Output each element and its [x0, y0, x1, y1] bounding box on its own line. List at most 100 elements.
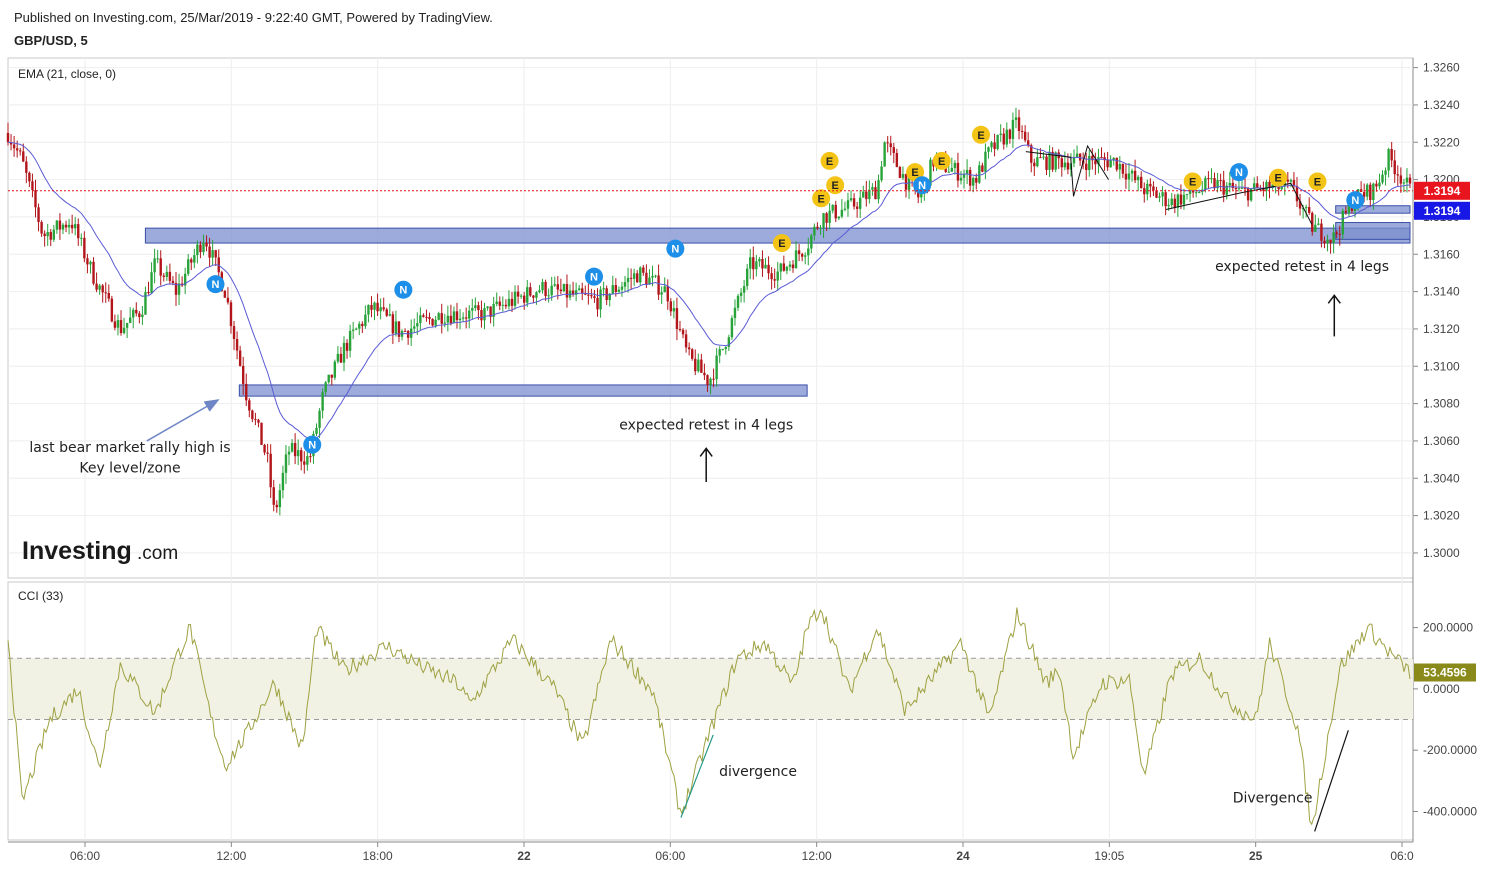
candle-body: [34, 190, 37, 208]
candle-body: [107, 292, 110, 299]
candle-body: [709, 378, 712, 385]
candle-body: [651, 275, 654, 278]
n-signal-badge: [666, 239, 685, 258]
candle-body: [1124, 173, 1128, 180]
candle-body: [80, 237, 83, 239]
candle-body: [1072, 157, 1076, 164]
candle-body: [486, 306, 489, 309]
candle-body: [681, 329, 685, 335]
cci-annotation: divergence: [719, 764, 797, 780]
candle-body: [141, 314, 144, 318]
candle-body: [1314, 224, 1317, 232]
candle-body: [1005, 129, 1009, 145]
price-tick-label: 1.3040: [1423, 471, 1460, 485]
price-annotation: Key level/zone: [79, 461, 180, 477]
candle-body: [590, 295, 593, 297]
candle-body: [987, 147, 990, 152]
candle-body: [1017, 117, 1021, 131]
candle-body: [1078, 153, 1082, 161]
candle-body: [306, 456, 309, 465]
candle-body: [1097, 157, 1100, 165]
candle-body: [1347, 202, 1351, 213]
candle-body: [1094, 160, 1097, 165]
candle-body: [348, 330, 352, 351]
candle-body: [416, 323, 419, 327]
candle-body: [49, 232, 52, 240]
badge-label: N: [590, 272, 598, 284]
price-tick-label: 1.3240: [1423, 98, 1460, 112]
candle-body: [269, 453, 272, 488]
candle-body: [965, 169, 969, 175]
candle-body: [464, 317, 468, 319]
investing-logo: Investing .com: [22, 537, 178, 565]
candle-body: [1243, 187, 1247, 189]
time-tick-label: 18:00: [363, 849, 393, 863]
candle-body: [1396, 174, 1399, 176]
candle-body: [1384, 170, 1387, 175]
badge-label: N: [1235, 167, 1243, 179]
retest-arrow-head: [1327, 294, 1341, 304]
candle-body: [1179, 194, 1183, 205]
candle-body: [513, 291, 517, 306]
candle-body: [1115, 157, 1118, 170]
price-tick-label: 1.3160: [1423, 247, 1460, 261]
price-tag-label: 1.3194: [1424, 204, 1461, 218]
candle-body: [721, 348, 724, 350]
candle-body: [1304, 207, 1308, 209]
candle-body: [468, 310, 471, 319]
candle-body: [1234, 187, 1238, 190]
candle-body: [544, 281, 547, 297]
candle-body: [855, 206, 859, 209]
candle-body: [1265, 181, 1268, 191]
candle-body: [1167, 205, 1170, 207]
candle-body: [1127, 173, 1131, 180]
candle-body: [532, 295, 535, 298]
candle-body: [477, 305, 480, 311]
ema-indicator-label: EMA (21, close, 0): [18, 67, 116, 81]
trendline-drawings: [146, 144, 1349, 832]
price-tick-label: 1.3260: [1423, 61, 1460, 75]
candle-body: [162, 275, 165, 277]
candle-body: [474, 305, 477, 309]
time-tick-label: 25: [1249, 849, 1263, 863]
candle-body: [1387, 149, 1390, 171]
candle-body: [828, 210, 831, 223]
candle-body: [257, 419, 260, 423]
candle-body: [1088, 155, 1091, 171]
candle-body: [1014, 117, 1018, 120]
candle-body: [1280, 186, 1283, 190]
candle-body: [1051, 151, 1054, 170]
candle-body: [58, 220, 62, 230]
candle-body: [749, 257, 752, 269]
time-tick-label: 06:0: [1390, 849, 1414, 863]
candle-body: [538, 290, 541, 293]
candle-body: [351, 329, 355, 331]
candle-body: [113, 321, 117, 328]
candle-body: [1262, 187, 1265, 191]
candle-body: [868, 189, 871, 200]
candle-body: [226, 297, 230, 303]
candle-body: [718, 349, 721, 356]
candle-body: [1170, 198, 1173, 206]
candle-body: [825, 213, 828, 223]
candle-body: [846, 200, 850, 209]
candle-body: [1375, 183, 1378, 187]
candle-body: [205, 242, 208, 247]
candle-body: [694, 358, 697, 372]
candle-body: [281, 472, 285, 491]
logo-light-text: .com: [137, 543, 178, 564]
candle-body: [752, 257, 755, 270]
candle-body: [877, 180, 880, 200]
candle-body: [1030, 145, 1033, 163]
candle-body: [168, 271, 172, 281]
candle-body: [287, 451, 291, 455]
price-tag-label: 1.3194: [1424, 184, 1461, 198]
candle-body: [101, 285, 104, 293]
candle-body: [1301, 208, 1305, 210]
candle-body: [132, 309, 135, 318]
candle-body: [388, 314, 392, 316]
candle-body: [70, 224, 74, 229]
candle-body: [672, 308, 676, 312]
e-signal-badge: [820, 151, 839, 170]
